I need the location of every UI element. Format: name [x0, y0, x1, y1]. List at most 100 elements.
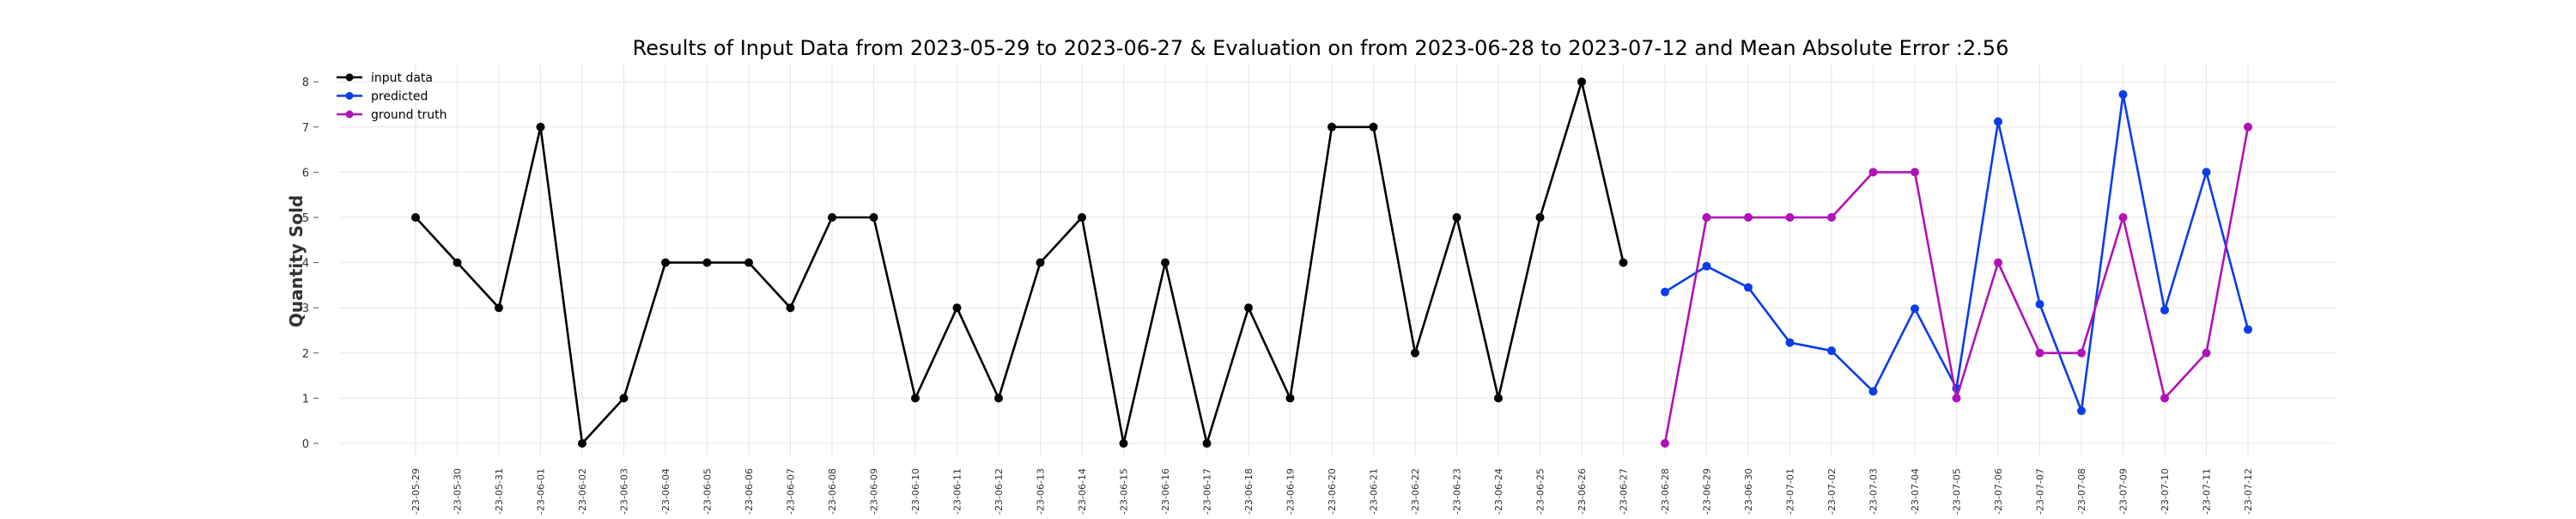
data-point: [1785, 338, 1795, 347]
x-tick-label: -23-06-25: [1535, 468, 1546, 515]
y-tick-label: 0: [302, 438, 309, 451]
data-point: [1202, 439, 1212, 448]
data-point: [411, 213, 420, 222]
legend-marker: [345, 73, 354, 82]
x-tick-label: -23-06-17: [1202, 468, 1213, 515]
data-point: [2077, 406, 2086, 416]
data-point: [2202, 168, 2211, 177]
data-point: [1036, 258, 1045, 267]
x-tick-label: -23-06-16: [1160, 468, 1171, 515]
x-tick-label: -23-07-08: [2076, 468, 2087, 515]
data-point: [2118, 213, 2128, 222]
x-tick-label: -23-06-03: [619, 468, 630, 515]
data-point: [1827, 346, 1836, 356]
data-point: [2202, 348, 2211, 357]
legend-label: ground truth: [371, 108, 447, 122]
data-point: [1661, 287, 1669, 296]
data-point: [1911, 304, 1919, 314]
data-point: [1327, 122, 1336, 131]
data-point: [1078, 213, 1086, 222]
x-tick-label: -23-06-11: [952, 468, 963, 515]
data-point: [661, 258, 670, 267]
legend-entry: ground truth: [337, 108, 447, 122]
y-tick-label: 6: [302, 167, 309, 180]
series-input-data: [411, 77, 1628, 448]
series-layer: [411, 77, 2252, 448]
x-tick-label: -23-06-23: [1452, 468, 1463, 515]
data-point: [1535, 213, 1545, 222]
x-tick-label: -23-07-10: [2160, 468, 2171, 515]
data-point: [2244, 325, 2252, 334]
x-tick-label: -23-06-08: [827, 468, 838, 515]
data-point: [578, 439, 586, 448]
x-tick-label: -23-06-10: [910, 468, 921, 515]
x-tick-label: -23-06-05: [702, 468, 714, 515]
x-tick-label: -23-07-09: [2118, 468, 2129, 515]
x-tick-label: -23-05-31: [494, 468, 505, 515]
y-tick-label: 1: [302, 393, 309, 406]
data-point: [1411, 348, 1419, 357]
data-point: [2035, 348, 2044, 357]
data-point: [1952, 394, 1961, 403]
x-tick-label: -23-07-02: [1826, 468, 1838, 515]
series-ground-truth: [1661, 122, 2252, 448]
data-point: [1661, 439, 1669, 448]
x-axis-ticks: -23-05-29 -23-05-30 -23-05-31 -23-06-01 -23-…: [410, 468, 2254, 515]
data-point: [1785, 213, 1795, 222]
data-point: [2244, 122, 2252, 131]
data-point: [536, 122, 545, 131]
data-point: [786, 303, 795, 313]
y-tick-label: 2: [302, 348, 309, 361]
data-point: [1994, 258, 2002, 267]
data-point: [1827, 213, 1836, 222]
y-tick-label: 5: [302, 212, 309, 225]
y-axis-label: Quantity Sold: [286, 195, 307, 327]
x-tick-label: -23-07-12: [2243, 468, 2254, 515]
data-point: [2160, 394, 2169, 403]
data-point: [619, 394, 629, 403]
y-axis-ticks: 0 1 2 3 4 5 6 7 8: [302, 76, 319, 451]
y-tick-label: 8: [302, 76, 309, 89]
data-point: [1702, 261, 1711, 271]
data-point: [869, 213, 878, 222]
x-tick-label: -23-06-09: [869, 468, 880, 515]
data-point: [1119, 439, 1128, 448]
data-point: [1911, 168, 1919, 177]
y-tick-label: 7: [302, 122, 309, 135]
x-tick-label: -23-06-18: [1243, 468, 1255, 515]
x-tick-label: -23-06-28: [1660, 468, 1671, 515]
x-tick-label: -23-06-15: [1119, 468, 1130, 515]
x-tick-label: -23-05-30: [453, 468, 464, 515]
data-point: [2118, 89, 2128, 99]
data-point: [2077, 348, 2086, 357]
data-point: [495, 303, 503, 313]
data-point: [1619, 258, 1628, 267]
x-tick-label: -23-06-02: [577, 468, 588, 515]
data-point: [828, 213, 836, 222]
data-point: [1868, 387, 1878, 396]
grid: [339, 64, 2336, 455]
x-tick-label: -23-05-29: [410, 468, 422, 515]
x-tick-label: -23-06-24: [1493, 468, 1504, 515]
x-tick-label: -23-06-19: [1285, 468, 1297, 515]
x-tick-label: -23-06-26: [1577, 468, 1588, 515]
series-predicted: [1661, 89, 2252, 416]
x-tick-label: -23-07-01: [1785, 468, 1796, 515]
data-point: [1244, 303, 1253, 313]
x-tick-label: -23-06-04: [660, 468, 671, 515]
y-tick-label: 3: [302, 302, 309, 315]
data-point: [1369, 122, 1378, 131]
x-tick-label: -23-06-07: [786, 468, 797, 515]
legend: input data predicted ground truth: [337, 71, 447, 122]
data-point: [952, 303, 962, 313]
data-point: [1702, 213, 1711, 222]
x-tick-label: -23-06-14: [1077, 468, 1088, 515]
x-tick-label: -23-07-05: [1952, 468, 1963, 515]
data-point: [994, 394, 1003, 403]
x-tick-label: -23-06-20: [1327, 468, 1338, 515]
x-tick-label: -23-06-29: [1702, 468, 1713, 515]
data-point: [2035, 299, 2044, 308]
data-point: [702, 258, 712, 267]
